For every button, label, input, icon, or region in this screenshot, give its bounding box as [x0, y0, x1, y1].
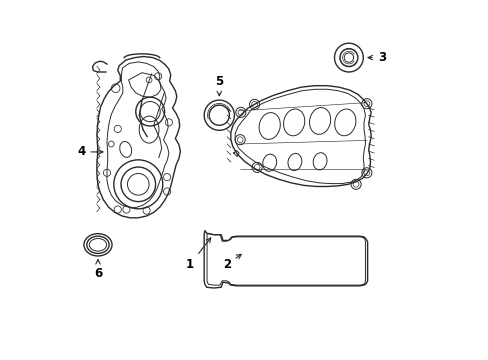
Text: 5: 5: [215, 75, 223, 96]
Text: 1: 1: [185, 238, 210, 271]
Text: 2: 2: [223, 255, 241, 271]
Text: 4: 4: [77, 145, 103, 158]
Text: 6: 6: [94, 260, 102, 280]
Text: 3: 3: [367, 51, 385, 64]
